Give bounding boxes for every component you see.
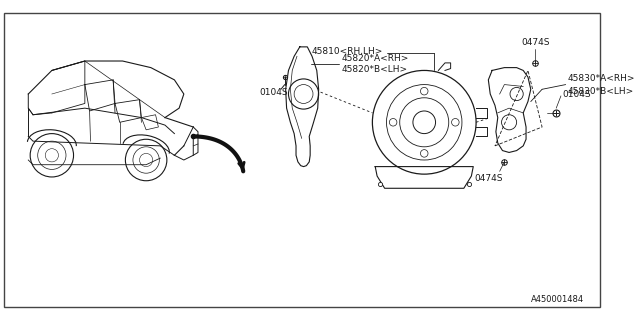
Text: 0474S: 0474S	[521, 38, 550, 47]
Text: 0474S: 0474S	[474, 174, 502, 183]
Text: 0104S: 0104S	[259, 88, 288, 97]
Text: 45830*B<LH>: 45830*B<LH>	[568, 87, 634, 96]
Text: 0104S: 0104S	[563, 90, 591, 99]
Text: 45830*A<RH>: 45830*A<RH>	[568, 75, 635, 84]
Text: 45820*A<RH>: 45820*A<RH>	[341, 54, 409, 63]
Text: A450001484: A450001484	[531, 295, 584, 304]
Text: 45810<RH,LH>: 45810<RH,LH>	[311, 47, 383, 56]
Text: 45820*B<LH>: 45820*B<LH>	[341, 65, 408, 74]
